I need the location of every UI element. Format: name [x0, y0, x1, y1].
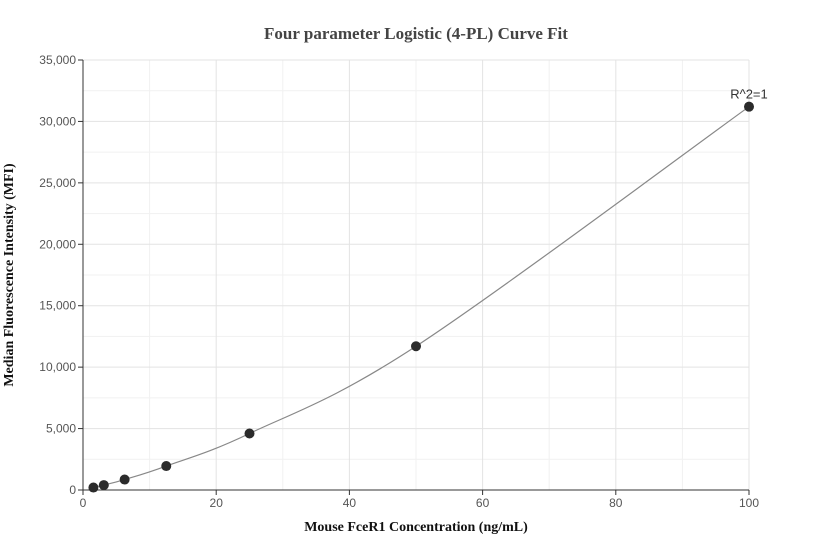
y-tick-label: 5,000 [46, 422, 76, 436]
data-point [411, 341, 421, 352]
y-tick-label: 15,000 [39, 299, 76, 313]
r-squared-annotation: R^2=1 [730, 87, 768, 102]
y-tick-label: 35,000 [39, 53, 76, 67]
x-tick-label: 20 [210, 496, 224, 510]
data-point [744, 101, 754, 112]
y-tick-label: 25,000 [39, 176, 76, 190]
data-point [161, 461, 172, 472]
x-axis-label: Mouse FceR1 Concentration (ng/mL) [304, 520, 528, 535]
data-point [119, 474, 130, 485]
y-tick-label: 30,000 [39, 114, 76, 128]
data-point [88, 482, 99, 493]
y-tick-label: 10,000 [39, 360, 76, 374]
axes [82, 60, 749, 491]
data-points [88, 101, 754, 493]
data-point [244, 428, 255, 439]
y-tick-label: 0 [69, 483, 76, 497]
x-tick-label: 100 [739, 496, 759, 510]
y-axis-label: Median Fluorescence Intensity (MFI) [2, 163, 17, 387]
data-point [98, 480, 109, 491]
y-tick-label: 20,000 [39, 237, 76, 251]
tick-labels: 0 20 40 60 80 100 0 5,000 10,000 15,000 20,000 25,0… [39, 53, 759, 510]
x-tick-label: 40 [343, 496, 357, 510]
chart-title: Four parameter Logistic (4-PL) Curve Fit [264, 24, 568, 43]
fit-curve-line [93, 106, 750, 489]
x-tick-label: 60 [476, 496, 490, 510]
grid-lines [83, 59, 750, 490]
x-tick-label: 80 [609, 496, 623, 510]
x-tick-label: 0 [80, 496, 87, 510]
